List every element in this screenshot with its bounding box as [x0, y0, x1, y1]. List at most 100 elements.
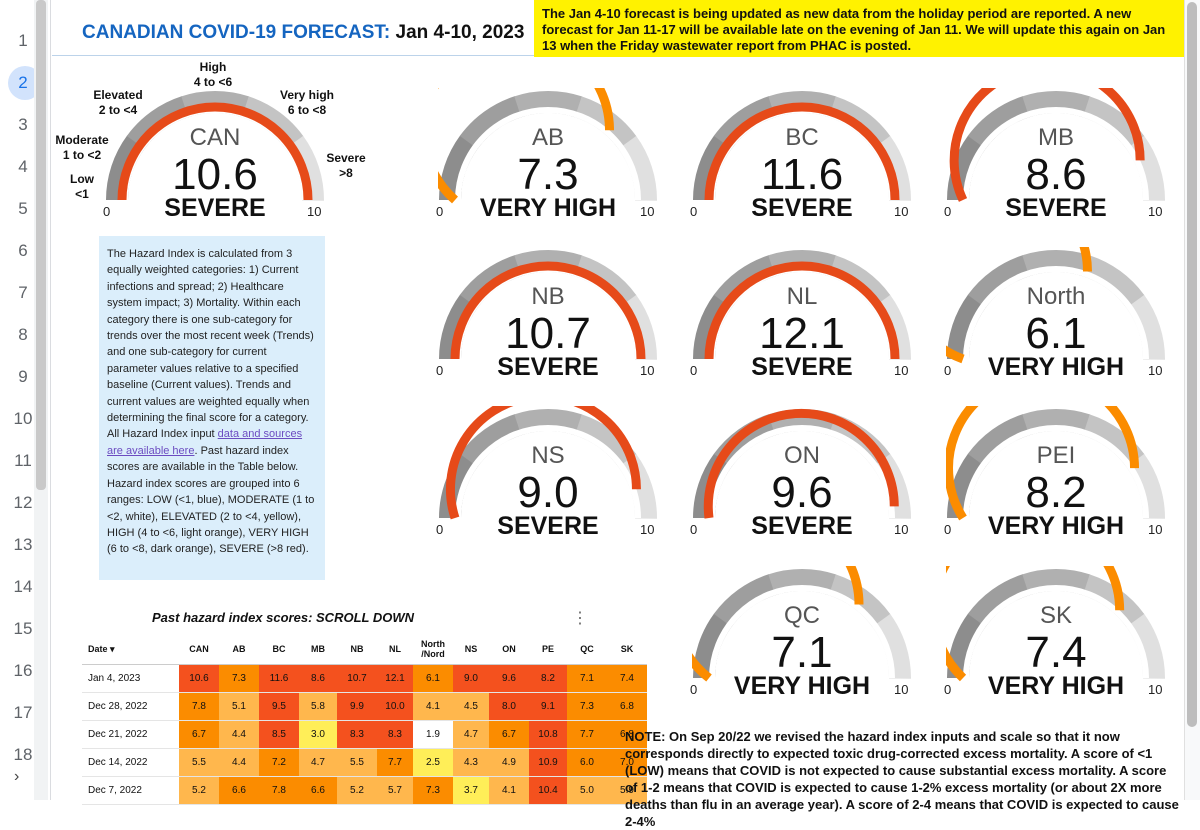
table-title: Past hazard index scores: SCROLL DOWN: [152, 610, 414, 625]
gauge-value: 10.7: [505, 309, 591, 358]
page-title: CANADIAN COVID-19 FORECAST: Jan 4-10, 20…: [82, 22, 524, 44]
gauge-qc: QC 7.1 VERY HIGH 0 10: [690, 566, 912, 706]
gauge-region-label: North: [1026, 283, 1086, 310]
gauge-band: [872, 613, 912, 679]
table-cell-date: Dec 14, 2022: [82, 748, 179, 777]
row-number[interactable]: 6: [18, 241, 28, 260]
table-cell-score: 8.2: [529, 664, 567, 693]
row-number[interactable]: 5: [18, 199, 28, 218]
right-scrollbar-thumb[interactable]: [1187, 2, 1197, 727]
table-header-cell: QC: [567, 634, 607, 665]
more-vert-icon[interactable]: ⋮: [572, 610, 588, 627]
table-body: Jan 4, 2023 10.6 7.3 11.6 8.6 10.7 12.1 6.1 9.0 9…: [82, 664, 647, 805]
gauge-band: [1022, 250, 1091, 277]
gauge-ab: AB 7.3 VERY HIGH 0 10: [436, 88, 658, 228]
gauge-band: [713, 96, 776, 150]
table-cell-score: 5.7: [377, 776, 413, 805]
gauge-track: [455, 425, 641, 519]
gauge-level: VERY HIGH: [733, 672, 871, 700]
row-number[interactable]: 9: [18, 367, 28, 386]
table-header-cell: NS: [453, 634, 489, 665]
gauge-value: 12.1: [759, 309, 845, 358]
table-cell-score: 3.0: [299, 720, 337, 749]
gauge-band: [693, 135, 733, 201]
gauge-max-label: 10: [307, 204, 322, 219]
gauge-region-label: ON: [784, 442, 820, 469]
row-number[interactable]: 8: [18, 325, 28, 344]
table-cell-score: 2.5: [413, 748, 453, 777]
table-header-row: Date ▾ CAN AB BC MB NB NL North /Nord NS ON PE QC SK: [82, 634, 647, 665]
gauge-min-label: 0: [690, 682, 698, 697]
chevron-right-icon[interactable]: ›: [14, 768, 20, 785]
row-number[interactable]: 1: [18, 31, 28, 50]
gauge-region-label: CAN: [189, 124, 241, 151]
gauge-level: SEVERE: [751, 194, 853, 222]
gauge-band: [241, 96, 304, 150]
table-cell-score: 7.3: [219, 664, 259, 693]
gauge-level: VERY HIGH: [987, 672, 1125, 700]
table-header-cell: ON: [489, 634, 529, 665]
gauge-pei: PEI 8.2 VERY HIGH 0 10: [944, 406, 1166, 546]
gauge-band: [872, 135, 912, 201]
gauge-band: [768, 569, 837, 596]
gauge-band: [1022, 409, 1091, 436]
title-date: Jan 4-10, 2023: [395, 22, 525, 43]
table-cell-score: 5.5: [337, 748, 377, 777]
row-number[interactable]: 15: [13, 619, 33, 638]
table-cell-score: 9.0: [453, 664, 489, 693]
row-number[interactable]: 16: [13, 661, 33, 680]
row-number[interactable]: 13: [13, 535, 33, 554]
table-cell-score: 10.7: [337, 664, 377, 693]
row-number[interactable]: 12: [13, 493, 33, 512]
gauge-nb: NB 10.7 SEVERE 0 10: [436, 247, 658, 387]
table-cell-score: 4.1: [413, 692, 453, 721]
gauge-max-label: 10: [1148, 682, 1163, 697]
table-cell-score: 7.8: [259, 776, 299, 805]
gauge-track: [709, 585, 895, 679]
gauge-band: [574, 255, 637, 309]
table-cell-score: 5.1: [219, 692, 259, 721]
table-header-cell: SK: [607, 634, 647, 665]
gauge-arc: [693, 408, 912, 519]
table-cell-score: 7.4: [607, 664, 647, 693]
table-header-cell: CAN: [179, 634, 219, 665]
gauge-max-label: 10: [640, 522, 655, 537]
gauge-track: [963, 266, 1149, 360]
gauge-band: [1082, 96, 1145, 150]
update-note: The Jan 4-10 forecast is being updated a…: [534, 0, 1184, 57]
gauge-band: [967, 255, 1030, 309]
row-number[interactable]: 17: [13, 703, 33, 722]
gauge-band: [1022, 91, 1091, 118]
gauge-value: 10.6: [172, 150, 258, 199]
data-sources-link[interactable]: data and sources are available here: [107, 428, 303, 457]
table-cell-score: 10.4: [529, 776, 567, 805]
row-number[interactable]: 2: [18, 73, 28, 92]
gauge-arc: [439, 250, 658, 360]
row-number[interactable]: 4: [18, 157, 28, 176]
row-number[interactable]: 11: [14, 451, 32, 470]
gauge-level: VERY HIGH: [987, 353, 1125, 381]
left-scrollbar-thumb[interactable]: [36, 0, 46, 490]
row-number[interactable]: 7: [18, 283, 28, 302]
gauge-region-label: AB: [531, 124, 564, 151]
table-cell-date: Jan 4, 2023: [82, 664, 179, 693]
gauge-band: [618, 135, 658, 201]
gauge-max-label: 10: [894, 522, 909, 537]
row-number[interactable]: 14: [13, 577, 33, 596]
row-number[interactable]: 3: [18, 115, 28, 134]
gauge-max-label: 10: [640, 204, 655, 219]
row-number[interactable]: 10: [13, 409, 33, 428]
gauge-value-arc: [949, 88, 1145, 202]
gauge-min-label: 0: [436, 363, 444, 378]
table-cell-score: 4.7: [299, 748, 337, 777]
table-cell-score: 6.6: [299, 776, 337, 805]
gauge-arc: [439, 406, 658, 520]
row-number[interactable]: 18: [13, 745, 33, 764]
table-cell-score: 7.1: [567, 664, 607, 693]
gauge-max-label: 10: [894, 363, 909, 378]
table-header-date[interactable]: Date ▾: [82, 634, 179, 665]
gauge-region-label: SK: [1039, 602, 1072, 629]
gauge-region-label: NB: [531, 283, 565, 310]
gauge-band: [1082, 574, 1145, 628]
table-cell-score: 4.5: [453, 692, 489, 721]
